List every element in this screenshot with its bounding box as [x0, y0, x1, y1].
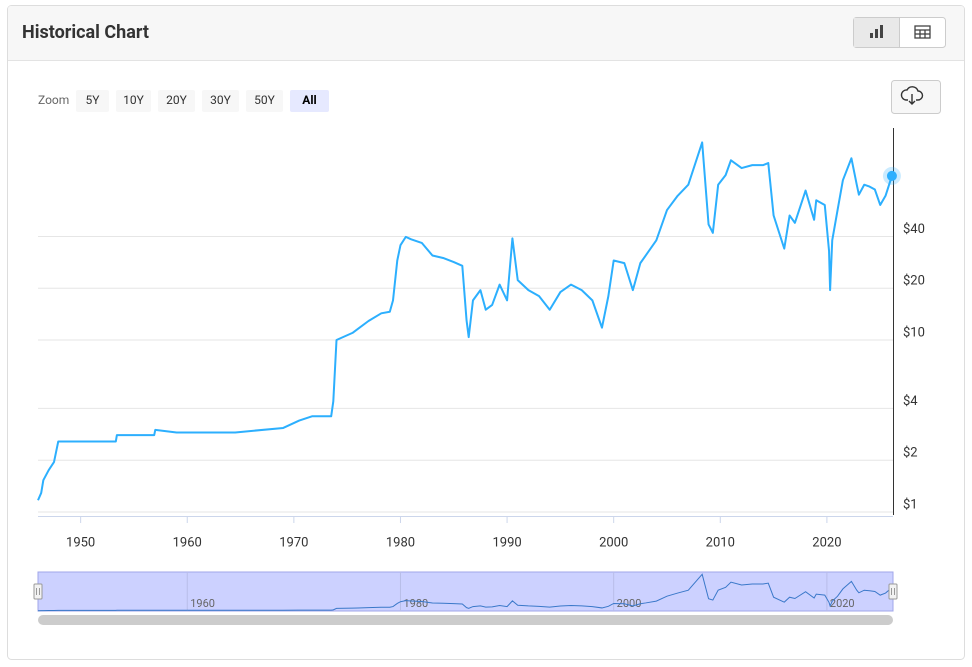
- zoom-button[interactable]: [116, 90, 151, 112]
- y-tick-label: $20: [903, 274, 925, 289]
- navigator-handle[interactable]: [888, 583, 898, 600]
- card: [7, 5, 965, 660]
- navigator-line: [37, 573, 893, 612]
- header-title: Historical Chart: [22, 22, 149, 43]
- zoom-button-label: 5Y: [86, 93, 101, 107]
- navigator-tick-label: 1980: [403, 597, 428, 610]
- x-tick-label: 1980: [386, 535, 415, 550]
- navigator-tick-label: 1960: [190, 597, 215, 610]
- y-tick-label: $40: [903, 222, 925, 237]
- y-tick-label: $4: [903, 394, 918, 409]
- zoom-button-label: 10Y: [123, 93, 144, 107]
- navigator-handle[interactable]: [33, 583, 43, 600]
- x-tick-label: 1950: [66, 535, 95, 550]
- navigator-mask: [37, 571, 894, 612]
- download-icon: [900, 86, 924, 105]
- zoom-button-label: 50Y: [254, 93, 275, 107]
- table-icon: [914, 25, 931, 39]
- x-tick-label: 2000: [599, 535, 628, 550]
- y-tick-label: $10: [903, 325, 925, 340]
- navigator-handle-grip: [36, 588, 40, 595]
- last-point: [886, 170, 897, 181]
- navigator-tick-label: 2020: [830, 597, 855, 610]
- zoom-button[interactable]: [202, 90, 239, 112]
- x-tick-label: 1990: [492, 535, 521, 550]
- zoom-button-label: 20Y: [166, 93, 187, 107]
- navigator-handle-grip: [891, 588, 895, 595]
- x-tick-label: 1960: [173, 535, 202, 550]
- zoom-button[interactable]: [76, 90, 109, 112]
- price-line: [37, 141, 893, 501]
- zoom-button[interactable]: [290, 90, 329, 112]
- zoom-button-label: 30Y: [210, 93, 231, 107]
- x-tick-label: 1970: [279, 535, 308, 550]
- navigator-tick-label: 2000: [617, 597, 642, 610]
- download-button[interactable]: [891, 80, 941, 114]
- zoom-button[interactable]: [158, 90, 195, 112]
- zoom-label: Zoom: [38, 93, 69, 107]
- y-tick-label: $1: [903, 497, 918, 512]
- bar-icon: [870, 25, 883, 38]
- zoom-button-label: All: [302, 93, 316, 107]
- scrollbar[interactable]: [38, 615, 893, 625]
- x-tick-label: 2020: [812, 535, 841, 550]
- x-tick-label: 2010: [706, 535, 735, 550]
- zoom-button[interactable]: [246, 90, 283, 112]
- y-tick-label: $2: [903, 446, 918, 461]
- card-header: [8, 6, 964, 60]
